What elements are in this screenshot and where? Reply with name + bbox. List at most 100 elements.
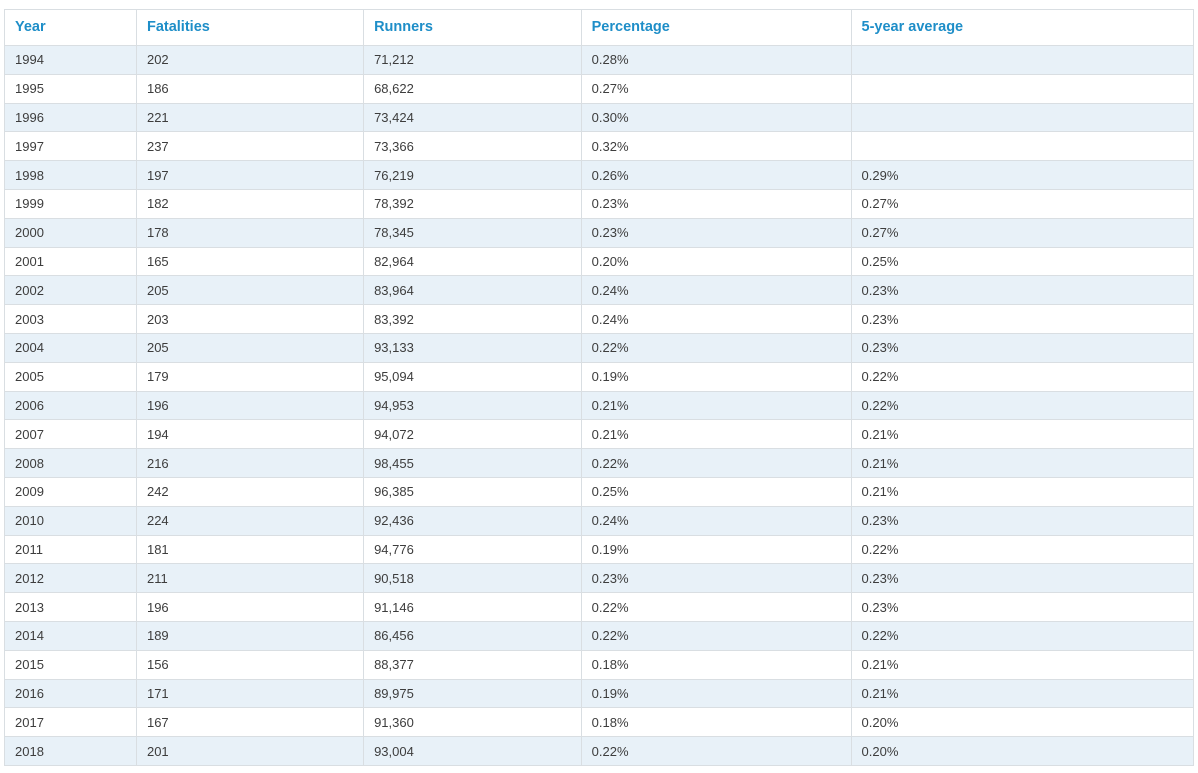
cell-fatalities: 165 xyxy=(135,246,365,277)
cell-five-year-average: 0.27% xyxy=(850,217,1195,248)
cell-runners: 83,964 xyxy=(363,275,582,306)
cell-year: 2003 xyxy=(4,304,137,334)
cell-runners: 96,385 xyxy=(363,476,582,507)
cell-percentage: 0.23% xyxy=(580,188,852,219)
cell-five-year-average: 0.20% xyxy=(850,736,1195,766)
cell-year: 2001 xyxy=(4,246,137,277)
table-row: 2002 205 83,964 0.24% 0.23% xyxy=(4,275,1195,306)
cell-year: 2015 xyxy=(4,649,137,680)
cell-year: 1996 xyxy=(4,102,137,133)
cell-fatalities: 221 xyxy=(135,102,365,133)
cell-five-year-average: 0.23% xyxy=(850,275,1195,306)
table-row: 1995 186 68,622 0.27% xyxy=(4,73,1195,104)
cell-runners: 91,146 xyxy=(363,592,582,622)
cell-five-year-average: 0.21% xyxy=(850,419,1195,450)
cell-five-year-average: 0.22% xyxy=(850,620,1195,651)
cell-year: 2018 xyxy=(4,736,137,766)
cell-five-year-average: 0.21% xyxy=(850,476,1195,507)
cell-percentage: 0.28% xyxy=(580,45,852,75)
cell-five-year-average: 0.25% xyxy=(850,246,1195,277)
cell-percentage: 0.21% xyxy=(580,390,852,421)
cell-percentage: 0.26% xyxy=(580,160,852,190)
cell-five-year-average: 0.23% xyxy=(850,304,1195,334)
cell-five-year-average: 0.20% xyxy=(850,707,1195,738)
table-row: 2001 165 82,964 0.20% 0.25% xyxy=(4,246,1195,277)
cell-percentage: 0.19% xyxy=(580,361,852,392)
cell-runners: 91,360 xyxy=(363,707,582,738)
cell-runners: 82,964 xyxy=(363,246,582,277)
table-row: 2006 196 94,953 0.21% 0.22% xyxy=(4,390,1195,421)
table-row: 1994 202 71,212 0.28% xyxy=(4,45,1195,75)
cell-percentage: 0.23% xyxy=(580,563,852,594)
cell-runners: 76,219 xyxy=(363,160,582,190)
cell-fatalities: 182 xyxy=(135,188,365,219)
table-row: 2012 211 90,518 0.23% 0.23% xyxy=(4,563,1195,594)
cell-fatalities: 203 xyxy=(135,304,365,334)
fatalities-table: Year Fatalities Runners Percentage 5-yea… xyxy=(4,9,1195,766)
header-row: Year Fatalities Runners Percentage 5-yea… xyxy=(4,9,1195,46)
cell-year: 2008 xyxy=(4,448,137,478)
table-row: 2005 179 95,094 0.19% 0.22% xyxy=(4,361,1195,392)
cell-fatalities: 205 xyxy=(135,275,365,306)
table-row: 2018 201 93,004 0.22% 0.20% xyxy=(4,736,1195,766)
cell-fatalities: 216 xyxy=(135,448,365,478)
cell-five-year-average: 0.23% xyxy=(850,332,1195,363)
cell-five-year-average: 0.29% xyxy=(850,160,1195,190)
cell-year: 2016 xyxy=(4,678,137,709)
cell-fatalities: 205 xyxy=(135,332,365,363)
cell-percentage: 0.22% xyxy=(580,736,852,766)
cell-fatalities: 179 xyxy=(135,361,365,392)
cell-fatalities: 196 xyxy=(135,390,365,421)
cell-runners: 78,392 xyxy=(363,188,582,219)
cell-runners: 98,455 xyxy=(363,448,582,478)
cell-year: 1997 xyxy=(4,131,137,162)
table-row: 1999 182 78,392 0.23% 0.27% xyxy=(4,188,1195,219)
cell-percentage: 0.18% xyxy=(580,707,852,738)
cell-percentage: 0.21% xyxy=(580,419,852,450)
table-row: 2010 224 92,436 0.24% 0.23% xyxy=(4,505,1195,536)
cell-runners: 68,622 xyxy=(363,73,582,104)
cell-year: 2006 xyxy=(4,390,137,421)
cell-five-year-average: 0.22% xyxy=(850,534,1195,565)
table-row: 2009 242 96,385 0.25% 0.21% xyxy=(4,476,1195,507)
table-row: 1998 197 76,219 0.26% 0.29% xyxy=(4,160,1195,190)
cell-five-year-average xyxy=(850,73,1195,104)
cell-year: 2007 xyxy=(4,419,137,450)
cell-five-year-average: 0.23% xyxy=(850,505,1195,536)
cell-fatalities: 178 xyxy=(135,217,365,248)
cell-percentage: 0.25% xyxy=(580,476,852,507)
cell-percentage: 0.20% xyxy=(580,246,852,277)
cell-runners: 92,436 xyxy=(363,505,582,536)
table-body: 1994 202 71,212 0.28% 1995 186 68,622 0.… xyxy=(4,45,1195,766)
cell-fatalities: 197 xyxy=(135,160,365,190)
cell-runners: 78,345 xyxy=(363,217,582,248)
column-header-fatalities: Fatalities xyxy=(135,9,365,46)
cell-year: 2004 xyxy=(4,332,137,363)
cell-year: 2009 xyxy=(4,476,137,507)
cell-five-year-average xyxy=(850,131,1195,162)
cell-percentage: 0.24% xyxy=(580,505,852,536)
cell-year: 1999 xyxy=(4,188,137,219)
cell-percentage: 0.22% xyxy=(580,592,852,622)
cell-percentage: 0.23% xyxy=(580,217,852,248)
cell-five-year-average: 0.21% xyxy=(850,678,1195,709)
cell-runners: 88,377 xyxy=(363,649,582,680)
cell-five-year-average: 0.23% xyxy=(850,563,1195,594)
cell-runners: 83,392 xyxy=(363,304,582,334)
cell-five-year-average: 0.21% xyxy=(850,649,1195,680)
cell-runners: 94,776 xyxy=(363,534,582,565)
cell-fatalities: 237 xyxy=(135,131,365,162)
cell-percentage: 0.22% xyxy=(580,620,852,651)
cell-fatalities: 171 xyxy=(135,678,365,709)
cell-runners: 93,004 xyxy=(363,736,582,766)
cell-five-year-average: 0.21% xyxy=(850,448,1195,478)
cell-five-year-average xyxy=(850,45,1195,75)
column-header-year: Year xyxy=(4,9,137,46)
cell-year: 2017 xyxy=(4,707,137,738)
cell-percentage: 0.32% xyxy=(580,131,852,162)
cell-five-year-average: 0.27% xyxy=(850,188,1195,219)
table-row: 2008 216 98,455 0.22% 0.21% xyxy=(4,448,1195,478)
table-row: 2013 196 91,146 0.22% 0.23% xyxy=(4,592,1195,622)
cell-runners: 71,212 xyxy=(363,45,582,75)
